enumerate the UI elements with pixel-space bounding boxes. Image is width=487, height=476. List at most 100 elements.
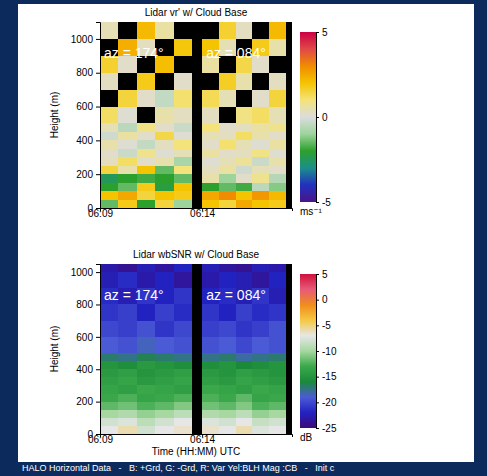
tick: -15 — [316, 371, 337, 382]
heatmap-cell — [202, 107, 219, 124]
tick: 06:14 — [190, 208, 215, 219]
heatmap-cell — [100, 132, 118, 140]
heatmap-cell — [202, 377, 219, 385]
heatmap-cell — [252, 264, 269, 272]
heatmap-cell — [100, 107, 118, 124]
heatmap-cell — [219, 369, 236, 377]
tick: 06:09 — [88, 434, 113, 445]
tick-mark — [316, 300, 319, 301]
tick: -5 — [316, 320, 331, 331]
y-axis: 02004006008001000 — [71, 265, 101, 440]
heatmap-cell — [137, 149, 155, 157]
tick: 5 — [316, 269, 328, 280]
heatmap-cell — [219, 123, 236, 131]
heatmap-cell — [236, 377, 253, 385]
tick-mark — [316, 351, 319, 352]
heatmap-cell — [219, 166, 236, 174]
heatmap-cell — [118, 132, 136, 140]
heatmap-cell — [252, 191, 269, 199]
heatmap-cell — [100, 166, 118, 174]
heatmap-cell — [236, 402, 253, 410]
heatmap-cell — [155, 200, 173, 208]
heatmap-cell — [137, 90, 155, 107]
tick-label: -10 — [322, 346, 337, 357]
tick: 1000 — [71, 267, 100, 278]
heatmap-cell — [252, 418, 269, 426]
heatmap-cell — [137, 353, 155, 361]
heatmap-cell — [118, 264, 136, 272]
heatmap-cell — [100, 73, 118, 90]
tick-label: 400 — [76, 364, 93, 375]
heatmap-cell — [155, 166, 173, 174]
heatmap-cell — [118, 157, 136, 165]
heatmap-cell — [269, 369, 286, 377]
tick-mark — [96, 107, 100, 108]
heatmap-cell — [219, 361, 236, 369]
heatmap-cell — [118, 394, 136, 402]
tick: 06:09 — [88, 208, 113, 219]
chart-root: az = 174°az = 084°0200400600800100006:09… — [0, 0, 487, 476]
heatmap-cell — [269, 410, 286, 418]
heatmap-cell — [100, 183, 118, 191]
heatmap-cell — [269, 337, 286, 353]
heatmap-cell — [118, 385, 136, 393]
heatmap-cell — [202, 402, 219, 410]
heatmap-cell — [174, 426, 192, 434]
tick-label: 5 — [322, 27, 328, 38]
heatmap-cell — [219, 22, 236, 39]
heatmap-cell — [155, 426, 173, 434]
tick: -10 — [316, 346, 337, 357]
tick: -20 — [316, 397, 337, 408]
tick-mark — [96, 272, 100, 273]
heatmap-cell — [118, 402, 136, 410]
heatmap-cell — [155, 369, 173, 377]
heatmap-cell — [174, 402, 192, 410]
segment-label: az = 084° — [206, 45, 266, 61]
heatmap-cell — [252, 166, 269, 174]
tick: 0 — [316, 294, 328, 305]
heatmap-cell — [100, 418, 118, 426]
colorbar-label: dB — [300, 432, 313, 443]
heatmap-cell — [202, 191, 219, 199]
heatmap-cell — [100, 123, 118, 131]
heatmap-cell — [236, 369, 253, 377]
heatmap-cell — [202, 410, 219, 418]
heatmap-cell — [118, 174, 136, 182]
tick-label: 0 — [322, 294, 328, 305]
heatmap-cell — [269, 73, 286, 90]
heatmap-cell — [252, 90, 269, 107]
heatmap-cell — [219, 191, 236, 199]
heatmap-cell — [202, 183, 219, 191]
heatmap-cell — [118, 166, 136, 174]
heatmap-cell — [252, 353, 269, 361]
tick-mark — [316, 325, 319, 326]
heatmap-cell — [100, 377, 118, 385]
heatmap-cell — [155, 140, 173, 148]
tick-label: -20 — [322, 397, 337, 408]
heatmap-cell — [155, 361, 173, 369]
heatmap-cell — [174, 166, 192, 174]
x-axis: 06:09 06:14 — [88, 208, 293, 219]
tick-label: 600 — [76, 332, 93, 343]
heatmap-cell — [118, 90, 136, 107]
heatmap-cell — [137, 183, 155, 191]
heatmap-cell — [269, 140, 286, 148]
heatmap-cell — [252, 183, 269, 191]
tick-label: 200 — [76, 169, 93, 180]
heatmap-cell — [269, 264, 286, 272]
heatmap-cell — [202, 90, 219, 107]
heatmap-cell — [155, 90, 173, 107]
y-axis: 02004006008001000 — [71, 23, 101, 214]
heatmap-cell — [137, 73, 155, 90]
segment-label: az = 084° — [206, 287, 266, 303]
heatmap-cell — [155, 377, 173, 385]
heatmap-cell — [236, 107, 253, 124]
tick-mark — [316, 428, 319, 429]
heatmap-cell — [118, 183, 136, 191]
heatmap-cell — [269, 107, 286, 124]
heatmap-cell — [219, 377, 236, 385]
heatmap-cell — [252, 426, 269, 434]
tick: 400 — [76, 364, 100, 375]
heatmap-cell — [100, 394, 118, 402]
heatmap-cell — [174, 321, 192, 337]
